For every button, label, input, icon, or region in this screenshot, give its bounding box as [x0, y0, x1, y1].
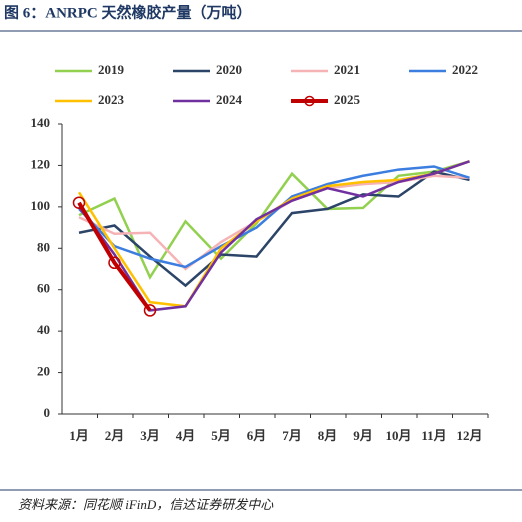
legend-label: 2021: [334, 62, 360, 77]
series-line: [78, 170, 470, 288]
x-tick-label: 12月: [456, 428, 482, 443]
legend-label: 2019: [98, 62, 125, 77]
legend-label: 2022: [452, 62, 478, 77]
y-tick-label: 100: [31, 198, 51, 213]
x-tick-label: 9月: [353, 428, 373, 443]
point-marker: [143, 304, 157, 317]
x-tick-label: 11月: [421, 428, 446, 443]
x-tick-label: 10月: [385, 428, 411, 443]
x-tick-label: 2月: [105, 428, 125, 443]
chart-title: 图 6：ANRPC 天然橡胶产量（万吨）: [4, 3, 252, 21]
x-tick-label: 1月: [69, 428, 89, 443]
source: 资料来源：同花顺 iFinD，信达证券研发中心: [18, 497, 274, 512]
point-marker: [108, 256, 121, 270]
x-tick-label: 8月: [318, 428, 338, 443]
legend-label: 2020: [216, 62, 242, 77]
legend-marker: [304, 95, 315, 107]
series-line: [78, 165, 470, 269]
y-tick-label: 140: [31, 115, 51, 130]
x-tick-label: 6月: [247, 428, 267, 443]
y-tick-label: 40: [37, 322, 50, 337]
legend-label: 2023: [98, 92, 125, 107]
y-tick-label: 80: [37, 239, 50, 254]
legend-label: 2025: [334, 92, 361, 107]
series-line: [77, 201, 152, 312]
y-tick-label: 60: [37, 281, 50, 296]
x-tick-label: 4月: [176, 428, 196, 443]
y-tick-label: 120: [31, 156, 51, 171]
x-tick-label: 3月: [140, 428, 160, 443]
x-tick-label: 5月: [211, 428, 231, 443]
legend-label: 2024: [216, 92, 243, 107]
x-tick-label: 7月: [282, 428, 302, 443]
point-marker: [72, 196, 86, 209]
series-line: [78, 160, 470, 280]
y-tick-label: 20: [37, 364, 50, 379]
y-tick-label: 0: [44, 405, 51, 420]
